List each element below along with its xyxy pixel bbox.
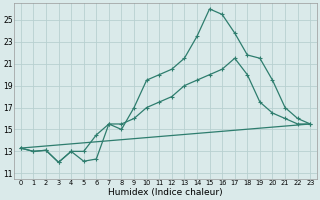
X-axis label: Humidex (Indice chaleur): Humidex (Indice chaleur)	[108, 188, 223, 197]
